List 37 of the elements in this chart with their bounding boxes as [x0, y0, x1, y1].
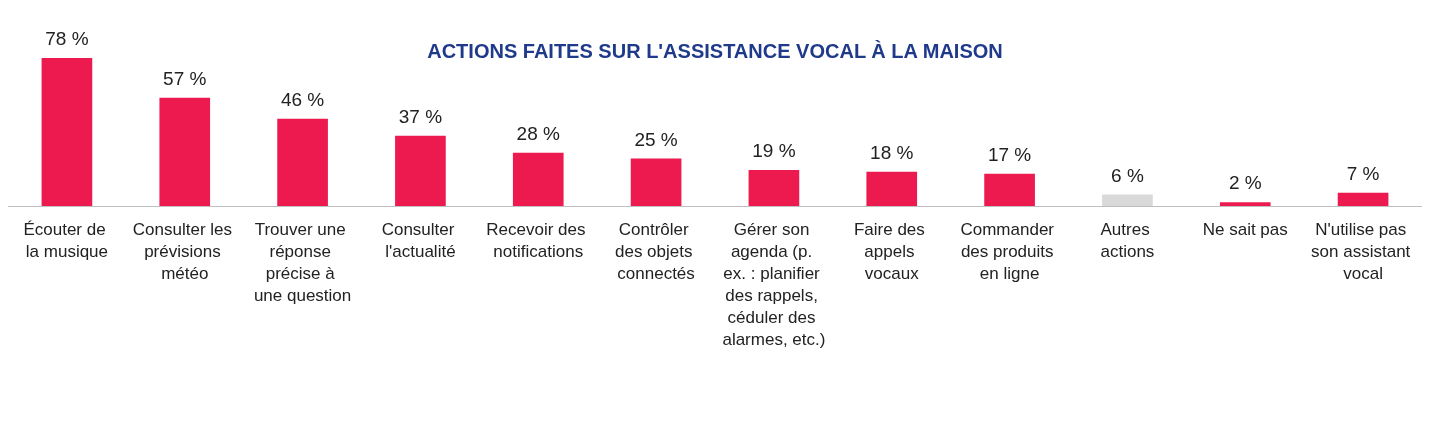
bar: [866, 171, 918, 206]
data-label: 17 %: [987, 143, 1032, 165]
x-tick-label: Gérer son agenda (p. ex. : planifier des rappels, céduler des alarmes, etc.): [722, 219, 826, 349]
bar: [512, 152, 564, 206]
data-label: 19 %: [752, 139, 796, 161]
x-tick-label: Consulter l'actualité: [381, 219, 460, 261]
x-tick-label: Trouver une réponse précise à une question: [253, 219, 352, 305]
bar: [630, 158, 682, 206]
data-label: 18 %: [870, 141, 914, 163]
x-tick-label: Recevoir des notifications: [486, 219, 591, 261]
data-label: 28 %: [516, 122, 561, 144]
chart-title: ACTIONS FAITES SUR L'ASSISTANCE VOCAL À LA MAISON: [427, 40, 1003, 62]
bar: [159, 97, 211, 206]
x-tick-label: N'utilise pas son assistant vocal: [1311, 219, 1416, 283]
data-label: 7 %: [1346, 162, 1380, 184]
x-tick-label: Consulter les prévisions météo: [132, 219, 237, 283]
x-tick-label: Commander des produits en ligne: [960, 219, 1059, 283]
x-tick-label: Contrôler des objets connectés: [614, 219, 698, 283]
data-label: 37 %: [398, 105, 443, 127]
bar: [41, 58, 93, 206]
data-label: 46 %: [280, 88, 325, 110]
data-label: 25 %: [634, 128, 678, 150]
bar: [395, 135, 446, 206]
bar: [984, 173, 1035, 206]
bar: [748, 169, 800, 206]
bar: [277, 118, 328, 206]
x-tick-label: Autres actions: [1100, 219, 1155, 261]
bar: [1219, 202, 1271, 206]
data-label: 78 %: [45, 28, 89, 49]
bar: [1102, 194, 1153, 206]
x-tick-label: Ne sait pas: [1202, 219, 1288, 239]
bar: [1337, 192, 1389, 206]
data-label: 57 %: [163, 67, 207, 89]
data-label: 6 %: [1111, 164, 1144, 186]
x-tick-label: Écouter de la musique: [23, 219, 111, 261]
data-label: 2 %: [1228, 172, 1262, 194]
x-tick-label: Faire des appels vocaux: [853, 219, 930, 283]
